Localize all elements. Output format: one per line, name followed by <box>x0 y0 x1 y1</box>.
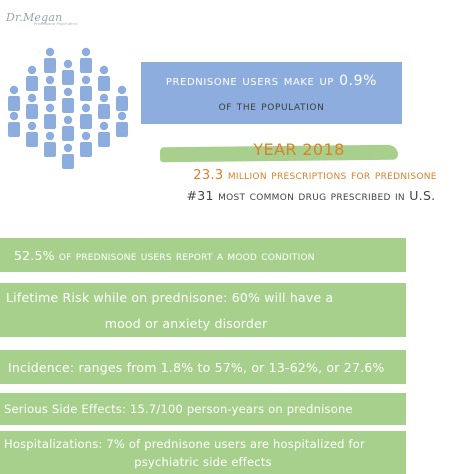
person-icon <box>80 47 92 73</box>
logo-name: Dr.Megan <box>6 11 63 24</box>
person-icon <box>80 75 92 101</box>
fact-text: 52.5% of prednisone users report a mood … <box>14 247 315 263</box>
person-icon <box>44 103 56 129</box>
population-people-icon <box>8 47 128 169</box>
prescriptions-stat: 23.3 million prescriptions for prednison… <box>193 168 437 183</box>
person-icon <box>62 115 74 141</box>
logo: Dr.Megan Prednisone Psychiatric <box>6 6 106 36</box>
person-icon <box>62 87 74 113</box>
person-icon <box>98 93 110 119</box>
fact-text: Serious Side Effects: 15.7/100 person-ye… <box>4 402 353 416</box>
person-icon <box>62 59 74 85</box>
logo-tagline: Prednisone Psychiatric <box>34 22 78 26</box>
person-icon <box>98 65 110 91</box>
fact-text-line-2: mood or anxiety disorder <box>104 315 268 331</box>
person-icon <box>62 143 74 169</box>
year-heading: YEAR 2018 <box>253 140 345 159</box>
person-icon <box>26 65 38 91</box>
person-icon <box>44 131 56 157</box>
fact-text-line-2: psychiatric side effects <box>134 454 272 469</box>
fact-hospitalizations: Hospitalizations: 7% of prednisone users… <box>0 431 406 474</box>
person-icon <box>98 121 110 147</box>
fact-text-line-1: Hospitalizations: 7% of prednisone users… <box>4 436 365 451</box>
fact-lifetime-risk: Lifetime Risk while on prednisone: 60% w… <box>0 283 406 337</box>
fact-text-line-1: Lifetime Risk while on prednisone: 60% w… <box>6 289 334 305</box>
person-icon <box>8 85 20 111</box>
person-icon <box>8 111 20 137</box>
banner-line-1: prednisone users make up 0.9% <box>165 72 378 89</box>
person-icon <box>116 85 128 111</box>
fact-incidence: Incidence: ranges from 1.8% to 57%, or 1… <box>0 350 406 384</box>
person-icon <box>26 93 38 119</box>
person-icon <box>44 75 56 101</box>
person-icon <box>44 47 56 73</box>
person-icon <box>116 111 128 137</box>
fact-mood-condition: 52.5% of prednisone users report a mood … <box>0 238 406 272</box>
fact-text: Incidence: ranges from 1.8% to 57%, or 1… <box>8 359 385 375</box>
person-icon <box>26 121 38 147</box>
banner-line-2: of the population <box>218 98 325 114</box>
rank-stat: #31 most common drug prescribed in U.S. <box>186 188 436 203</box>
person-icon <box>80 131 92 157</box>
population-banner: prednisone users make up 0.9% of the pop… <box>141 62 402 124</box>
fact-serious-side-effects: Serious Side Effects: 15.7/100 person-ye… <box>0 393 406 425</box>
person-icon <box>80 103 92 129</box>
